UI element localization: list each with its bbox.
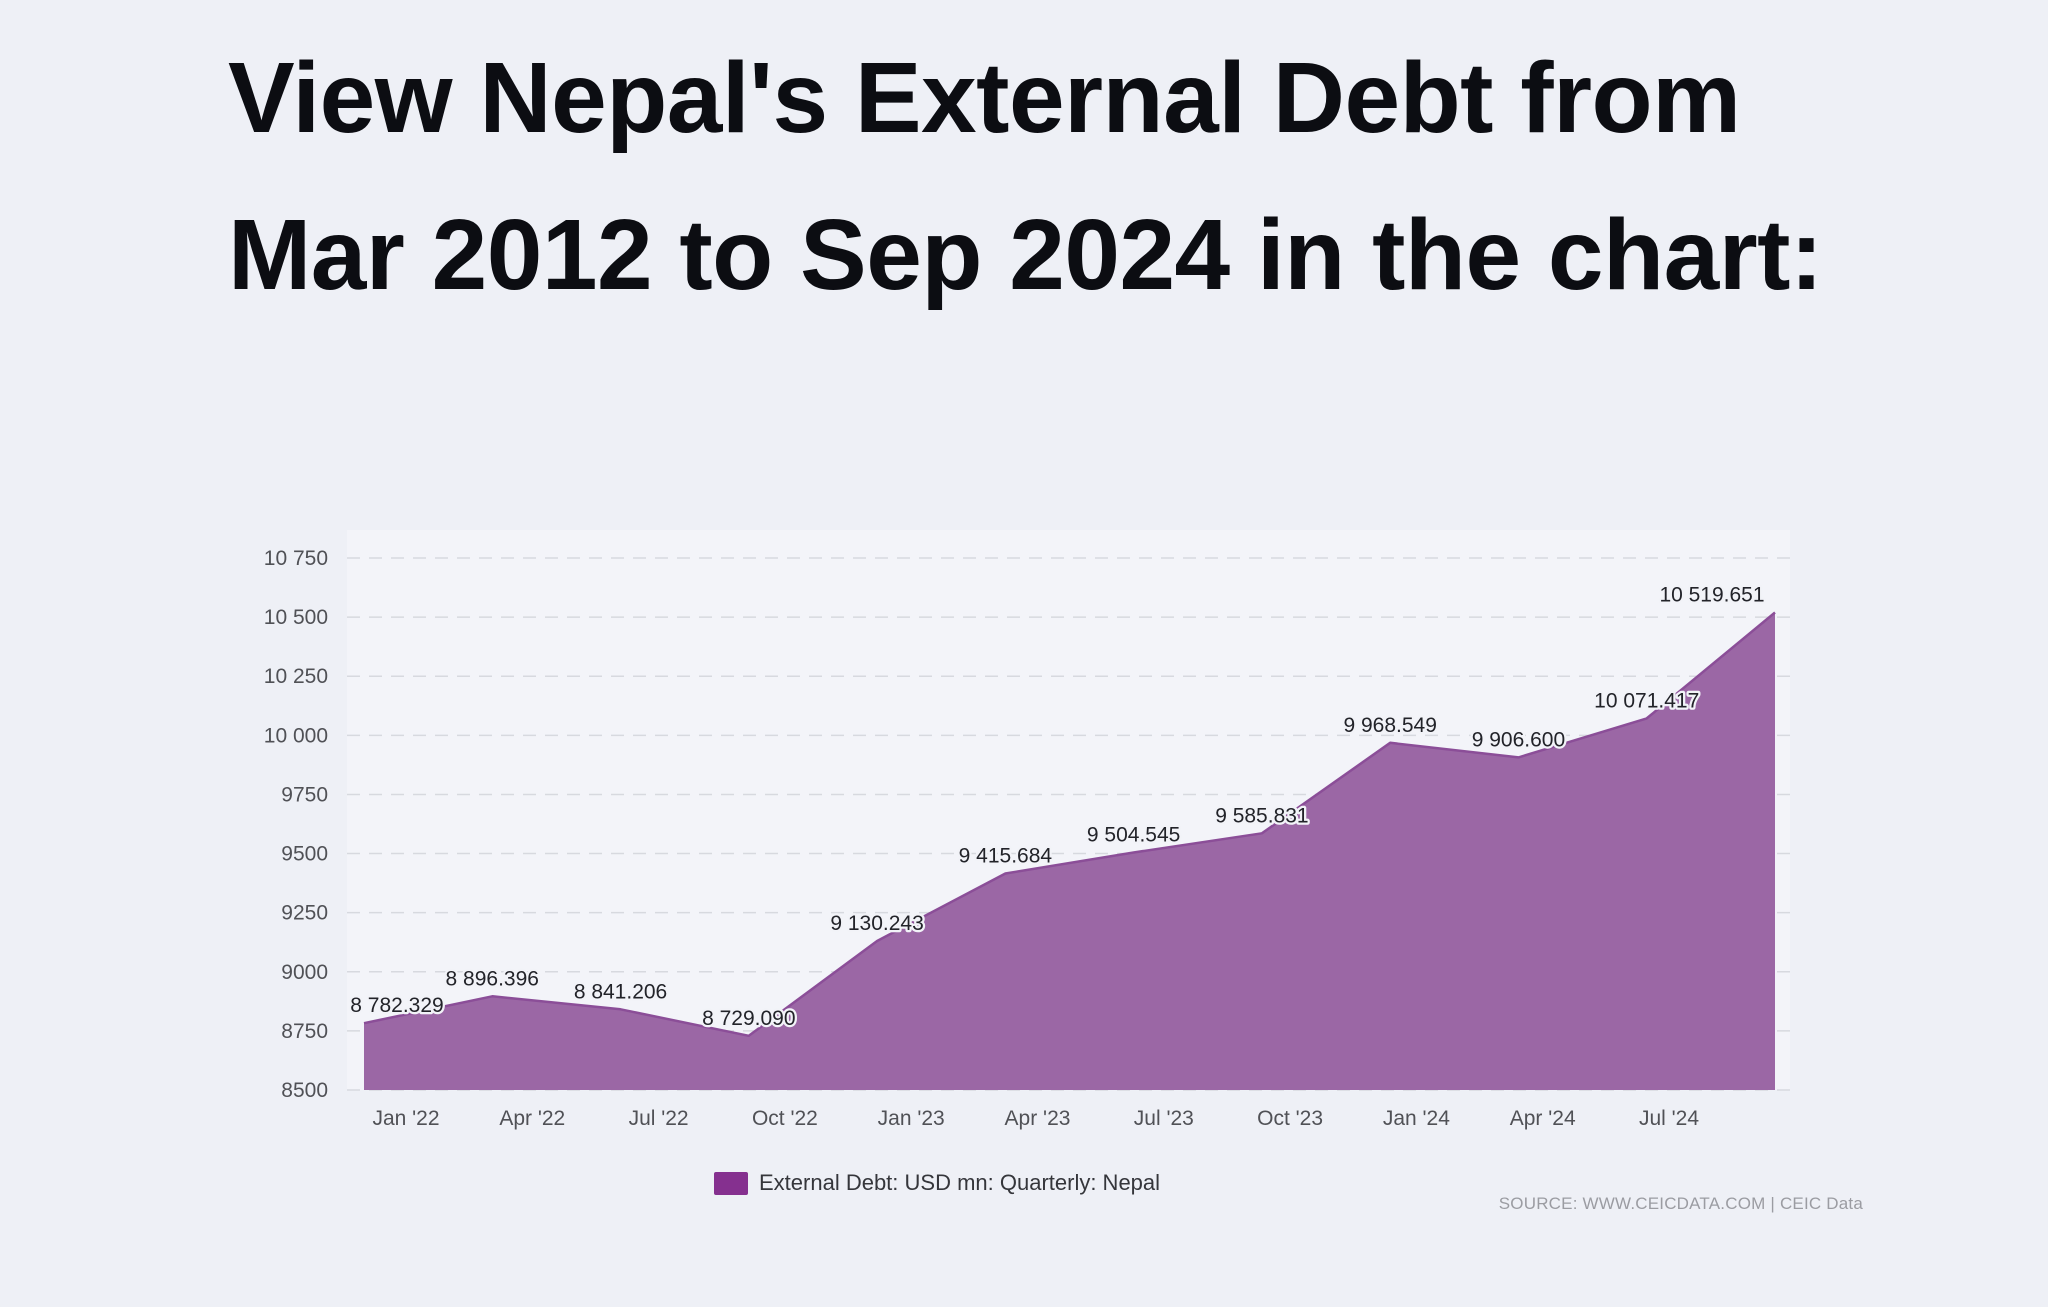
legend-swatch-icon	[714, 1171, 748, 1195]
data-point-label: 9 504.545	[1087, 823, 1180, 846]
x-axis-tick-label: Jul '23	[1134, 1107, 1194, 1130]
page-title-line1: View Nepal's External Debt from	[228, 42, 1741, 154]
debt-area-outline	[363, 611, 1776, 1038]
debt-area-series	[364, 612, 1775, 1090]
y-axis-tick-label: 10 750	[264, 547, 328, 570]
y-axis-tick-label: 9000	[281, 961, 328, 984]
x-axis-tick-label: Jul '22	[629, 1107, 689, 1130]
data-point-label: 9 585.831	[1215, 804, 1308, 827]
data-point-label: 8 896.396	[446, 967, 539, 990]
y-axis-tick-label: 10 000	[264, 724, 328, 747]
y-axis-tick-label: 8500	[281, 1079, 328, 1102]
y-axis-tick-label: 10 250	[264, 665, 328, 688]
page-title-line2: Mar 2012 to Sep 2024 in the chart:	[228, 199, 1823, 311]
y-axis-tick-label: 10 500	[264, 606, 328, 629]
x-axis-tick-label: Jan '24	[1383, 1107, 1450, 1130]
data-point-label: 9 906.600	[1472, 728, 1565, 751]
data-point-label: 9 968.549	[1343, 714, 1436, 737]
data-point-label: 9 415.684	[959, 844, 1053, 867]
x-axis-tick-label: Oct '23	[1257, 1107, 1323, 1130]
legend-label: External Debt: USD mn: Quarterly: Nepal	[759, 1170, 1161, 1195]
page-title: View Nepal's External Debt from Mar 2012…	[228, 20, 1823, 334]
chart-legend: External Debt: USD mn: Quarterly: Nepal	[714, 1170, 1160, 1196]
x-axis-tick-label: Jan '22	[372, 1107, 439, 1130]
data-point-label: 10 071.417	[1594, 689, 1699, 712]
x-axis-tick-label: Oct '22	[752, 1107, 818, 1130]
x-axis-tick-label: Jul '24	[1639, 1107, 1699, 1130]
source-note: SOURCE: WWW.CEICDATA.COM | CEIC Data	[1498, 1194, 1863, 1213]
x-axis-tick-label: Jan '23	[878, 1107, 945, 1130]
x-axis-tick-label: Apr '23	[1005, 1107, 1071, 1130]
data-point-label: 10 519.651	[1659, 583, 1764, 606]
y-axis-tick-label: 9250	[281, 902, 328, 925]
data-point-label: 8 782.329	[350, 994, 443, 1017]
y-axis-tick-label: 8750	[281, 1020, 328, 1043]
data-point-label: 8 729.090	[702, 1007, 795, 1030]
y-axis-tick-label: 9500	[281, 843, 328, 866]
data-point-label: 8 841.206	[574, 980, 667, 1003]
y-axis-tick-label: 9750	[281, 783, 328, 806]
data-point-label: 9 130.243	[830, 912, 923, 935]
x-axis-tick-label: Apr '22	[499, 1107, 565, 1130]
x-axis-tick-label: Apr '24	[1510, 1107, 1576, 1130]
